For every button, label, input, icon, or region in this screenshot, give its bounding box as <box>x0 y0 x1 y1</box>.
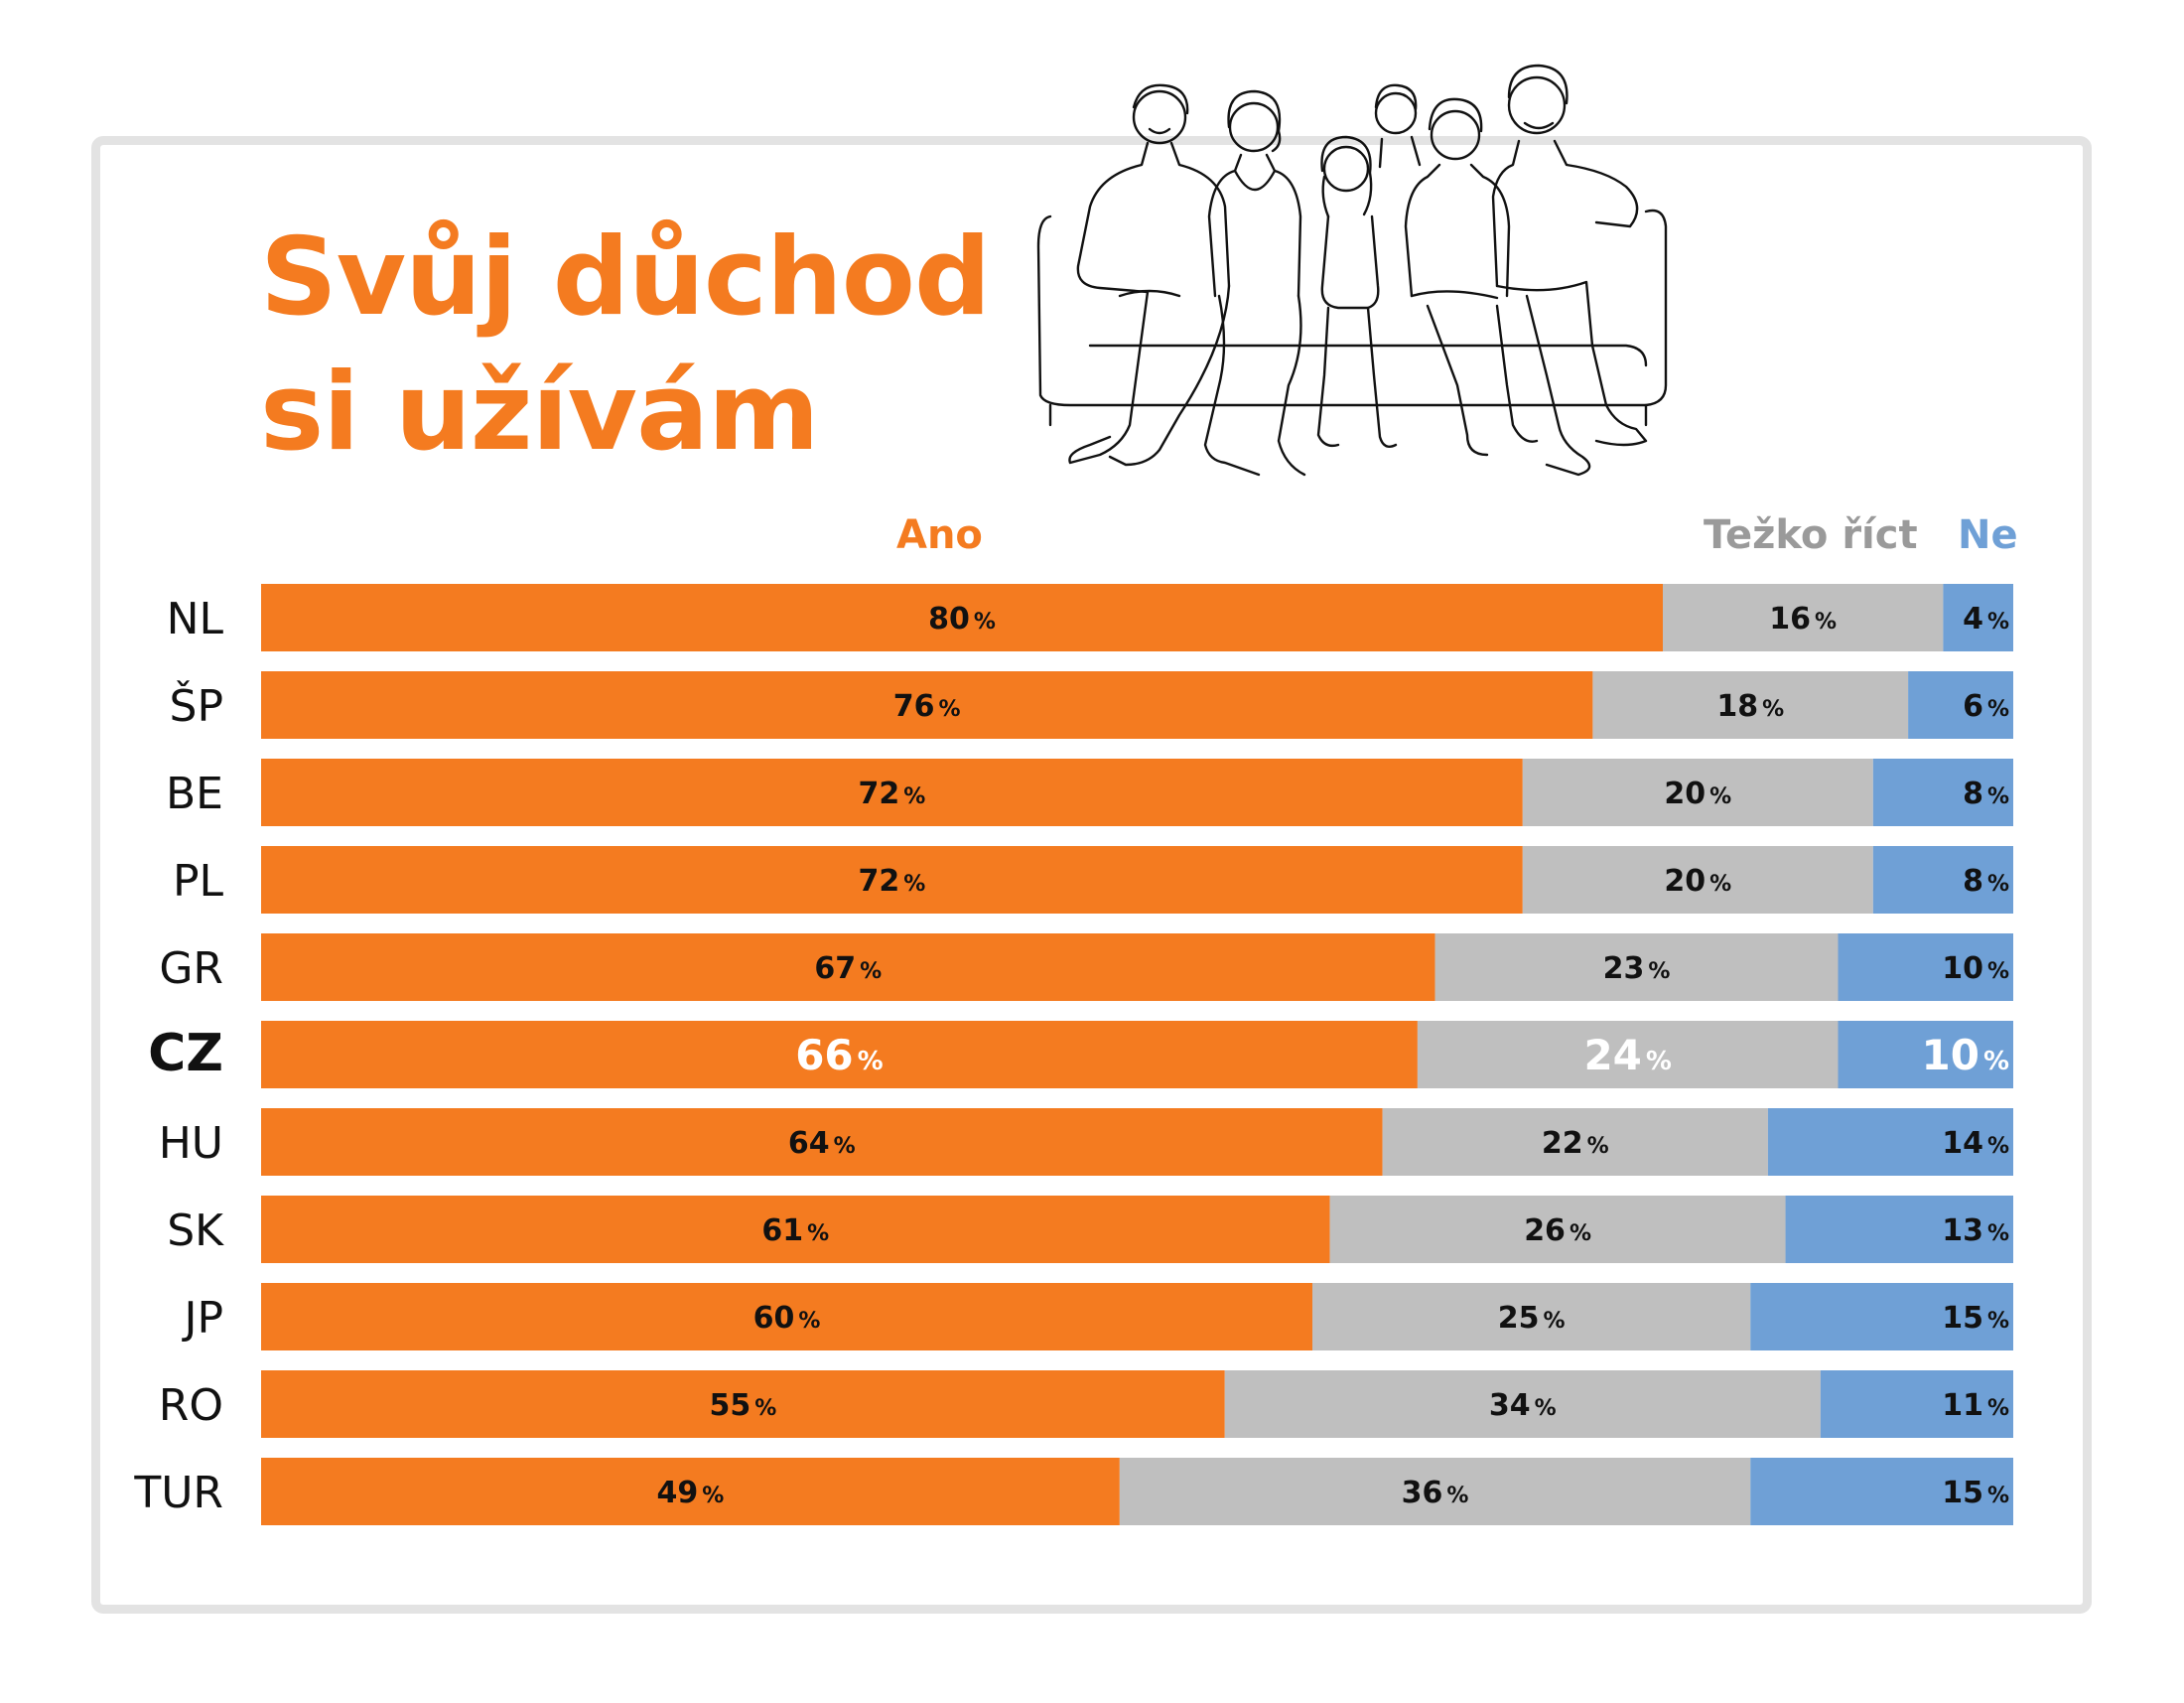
category-label-3: PL <box>173 856 224 907</box>
bar-segment-5-2 <box>1838 1021 2013 1088</box>
data-label-4-2: 10% <box>1942 951 2009 986</box>
bar-segment-8-0 <box>261 1283 1312 1350</box>
data-label-1-0: 76% <box>893 689 961 724</box>
bar-segment-9-1 <box>1224 1370 1821 1438</box>
category-label-8: JP <box>181 1293 223 1344</box>
bar-segment-2-2 <box>1872 759 2013 826</box>
chart-title-line1: Svůj důchod <box>260 215 991 340</box>
data-label-6-2: 14% <box>1942 1126 2009 1161</box>
bar-segment-2-0 <box>261 759 1523 826</box>
bar-segment-7-2 <box>1785 1196 2013 1263</box>
category-label-9: RO <box>159 1380 223 1431</box>
category-label-5: CZ <box>148 1024 223 1083</box>
category-label-7: SK <box>167 1206 224 1256</box>
chart-title-line2: si užívám <box>260 351 819 475</box>
bar-segment-8-1 <box>1312 1283 1751 1350</box>
bar-segment-5-0 <box>261 1021 1418 1088</box>
bar-segment-7-1 <box>1329 1196 1786 1263</box>
category-label-10: TUR <box>133 1468 223 1518</box>
bar-segment-7-0 <box>261 1196 1330 1263</box>
bar-segment-9-2 <box>1820 1370 2013 1438</box>
legend-no: Ne <box>1958 512 2018 558</box>
bar-segment-0-2 <box>1943 584 2013 651</box>
data-label-9-1: 34% <box>1489 1388 1557 1423</box>
bar-segment-4-0 <box>261 933 1435 1001</box>
bar-segment-1-0 <box>261 671 1593 739</box>
bar-segment-0-0 <box>261 584 1663 651</box>
family-illustration <box>1036 64 1668 477</box>
bar-segment-9-0 <box>261 1370 1225 1438</box>
bar-segment-6-2 <box>1767 1108 2013 1176</box>
bar-segment-5-1 <box>1417 1021 1839 1088</box>
bar-segment-4-2 <box>1838 933 2013 1001</box>
category-label-4: GR <box>159 943 223 994</box>
bar-segment-4-1 <box>1434 933 1839 1001</box>
data-label-10-0: 49% <box>657 1476 725 1510</box>
bar-segment-0-1 <box>1663 584 1944 651</box>
bar-segment-3-0 <box>261 846 1523 914</box>
bar-segment-3-1 <box>1522 846 1873 914</box>
legend-yes: Ano <box>896 512 983 558</box>
category-label-6: HU <box>159 1118 223 1169</box>
category-label-2: BE <box>166 769 223 819</box>
bar-segment-2-1 <box>1522 759 1873 826</box>
data-label-6-0: 64% <box>788 1126 856 1161</box>
legend-hard-to-say: Težko říct <box>1704 512 1918 558</box>
data-label-2-0: 72% <box>859 777 926 811</box>
bar-segment-10-1 <box>1119 1458 1751 1525</box>
bar-segment-3-2 <box>1872 846 2013 914</box>
bar-segment-10-0 <box>261 1458 1120 1525</box>
bar-segment-10-2 <box>1750 1458 2013 1525</box>
bar-segment-1-1 <box>1592 671 1909 739</box>
bar-segment-1-2 <box>1908 671 2013 739</box>
bar-segment-8-2 <box>1750 1283 2013 1350</box>
bar-segment-6-1 <box>1382 1108 1768 1176</box>
category-label-0: NL <box>167 594 224 644</box>
bar-segment-6-0 <box>261 1108 1383 1176</box>
category-label-1: ŠP <box>170 679 223 732</box>
